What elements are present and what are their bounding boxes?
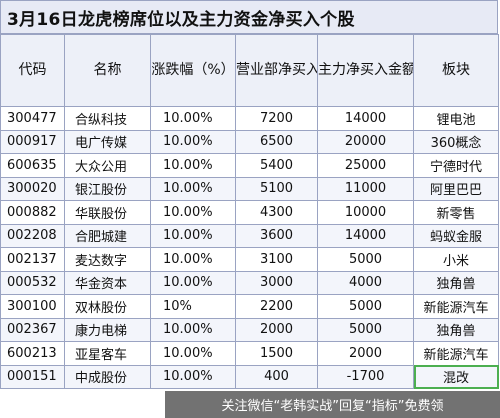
cell-main-net[interactable]: 14000 [317, 106, 414, 131]
cell-dept-net[interactable]: 7200 [235, 106, 318, 131]
cell-code[interactable]: 000532 [0, 270, 65, 295]
cell-sector[interactable]: 新能源汽车 [413, 341, 499, 366]
header-name[interactable]: 名称 [64, 34, 151, 107]
header-code[interactable]: 代码 [0, 34, 65, 107]
cell-dept-net[interactable]: 4300 [235, 200, 318, 225]
cell-change[interactable]: 10.00% [150, 364, 236, 389]
cell-change[interactable]: 10.00% [150, 317, 236, 342]
header-sector[interactable]: 板块 [413, 34, 499, 107]
stock-table: 代码 名称 涨跌幅（%） 营业部净买入金额（万） 主力净买入金额（万） 板块 3… [0, 34, 499, 389]
header-dept-net[interactable]: 营业部净买入金额（万） [235, 34, 318, 107]
cell-change[interactable]: 10.00% [150, 153, 236, 178]
cell-code[interactable]: 300100 [0, 294, 65, 319]
cell-code[interactable]: 002208 [0, 223, 65, 248]
cell-name[interactable]: 双林股份 [64, 294, 151, 319]
table-title: 3月16日龙虎榜席位以及主力资金净买入个股 [7, 9, 355, 30]
cell-main-net[interactable]: 11000 [317, 176, 414, 201]
cell-code[interactable]: 300477 [0, 106, 65, 131]
cell-change[interactable]: 10.00% [150, 341, 236, 366]
cell-name[interactable]: 华联股份 [64, 200, 151, 225]
cell-change[interactable]: 10.00% [150, 200, 236, 225]
cell-change[interactable]: 10.00% [150, 106, 236, 131]
table-row: 300020 银江股份 10.00% 5100 11000 阿里巴巴 [0, 176, 499, 201]
table-row: 002208 合肥城建 10.00% 3600 14000 蚂蚁金服 [0, 223, 499, 248]
cell-change[interactable]: 10.00% [150, 270, 236, 295]
cell-name[interactable]: 康力电梯 [64, 317, 151, 342]
cell-code[interactable]: 600635 [0, 153, 65, 178]
cell-sector[interactable]: 小米 [413, 247, 499, 272]
cell-sector[interactable]: 宁德时代 [413, 153, 499, 178]
cell-main-net[interactable]: 4000 [317, 270, 414, 295]
cell-code[interactable]: 300020 [0, 176, 65, 201]
table-row: 000151 中成股份 10.00% 400 -1700 混改 [0, 364, 499, 389]
cell-dept-net[interactable]: 1500 [235, 341, 318, 366]
cell-change[interactable]: 10.00% [150, 176, 236, 201]
cell-dept-net[interactable]: 3600 [235, 223, 318, 248]
table-row: 002367 康力电梯 10.00% 2000 5000 独角兽 [0, 317, 499, 342]
cell-code[interactable]: 000917 [0, 129, 65, 154]
cell-name[interactable]: 电广传媒 [64, 129, 151, 154]
cell-sector[interactable]: 蚂蚁金服 [413, 223, 499, 248]
cell-dept-net[interactable]: 5400 [235, 153, 318, 178]
cell-name[interactable]: 麦达数字 [64, 247, 151, 272]
table-row: 600635 大众公用 10.00% 5400 25000 宁德时代 [0, 153, 499, 178]
cell-code[interactable]: 000882 [0, 200, 65, 225]
cell-sector[interactable]: 锂电池 [413, 106, 499, 131]
cell-sector[interactable]: 独角兽 [413, 317, 499, 342]
table-row: 000532 华金资本 10.00% 3000 4000 独角兽 [0, 270, 499, 295]
table-row: 300100 双林股份 10% 2200 5000 新能源汽车 [0, 294, 499, 319]
cell-main-net[interactable]: 20000 [317, 129, 414, 154]
cell-name[interactable]: 中成股份 [64, 364, 151, 389]
table-row: 000917 电广传媒 10.00% 6500 20000 360概念 [0, 129, 499, 154]
header-change[interactable]: 涨跌幅（%） [150, 34, 236, 107]
cell-name[interactable]: 大众公用 [64, 153, 151, 178]
cell-code[interactable]: 600213 [0, 341, 65, 366]
cell-dept-net[interactable]: 400 [235, 364, 318, 389]
header-main-net[interactable]: 主力净买入金额（万） [317, 34, 414, 107]
cell-change[interactable]: 10.00% [150, 129, 236, 154]
cell-main-net[interactable]: 10000 [317, 200, 414, 225]
watermark-overlay: 关注微信“老韩实战”回复“指标”免费领 [165, 391, 500, 418]
table-row: 000882 华联股份 10.00% 4300 10000 新零售 [0, 200, 499, 225]
cell-dept-net[interactable]: 2000 [235, 317, 318, 342]
cell-name[interactable]: 华金资本 [64, 270, 151, 295]
table-row: 002137 麦达数字 10.00% 3100 5000 小米 [0, 247, 499, 272]
cell-dept-net[interactable]: 6500 [235, 129, 318, 154]
cell-code[interactable]: 002137 [0, 247, 65, 272]
cell-name[interactable]: 银江股份 [64, 176, 151, 201]
cell-main-net[interactable]: 5000 [317, 317, 414, 342]
cell-main-net[interactable]: 14000 [317, 223, 414, 248]
cell-name[interactable]: 合肥城建 [64, 223, 151, 248]
cell-dept-net[interactable]: 3100 [235, 247, 318, 272]
cell-dept-net[interactable]: 5100 [235, 176, 318, 201]
table-row: 300477 合纵科技 10.00% 7200 14000 锂电池 [0, 106, 499, 131]
cell-main-net[interactable]: 2000 [317, 341, 414, 366]
table-title-bar: 3月16日龙虎榜席位以及主力资金净买入个股 [0, 0, 498, 34]
cell-main-net[interactable]: -1700 [317, 364, 414, 389]
cell-sector[interactable]: 新零售 [413, 200, 499, 225]
cell-dept-net[interactable]: 2200 [235, 294, 318, 319]
cell-sector[interactable]: 独角兽 [413, 270, 499, 295]
table-header-row: 代码 名称 涨跌幅（%） 营业部净买入金额（万） 主力净买入金额（万） 板块 [0, 34, 499, 107]
cell-sector-selected[interactable]: 混改 [413, 364, 499, 389]
table-row: 600213 亚星客车 10.00% 1500 2000 新能源汽车 [0, 341, 499, 366]
cell-change[interactable]: 10.00% [150, 223, 236, 248]
cell-name[interactable]: 合纵科技 [64, 106, 151, 131]
cell-sector[interactable]: 新能源汽车 [413, 294, 499, 319]
cell-main-net[interactable]: 5000 [317, 294, 414, 319]
cell-name[interactable]: 亚星客车 [64, 341, 151, 366]
cell-change[interactable]: 10.00% [150, 247, 236, 272]
cell-sector[interactable]: 360概念 [413, 129, 499, 154]
cell-code[interactable]: 000151 [0, 364, 65, 389]
cell-dept-net[interactable]: 3000 [235, 270, 318, 295]
cell-change[interactable]: 10% [150, 294, 236, 319]
cell-sector[interactable]: 阿里巴巴 [413, 176, 499, 201]
cell-code[interactable]: 002367 [0, 317, 65, 342]
cell-main-net[interactable]: 25000 [317, 153, 414, 178]
cell-main-net[interactable]: 5000 [317, 247, 414, 272]
